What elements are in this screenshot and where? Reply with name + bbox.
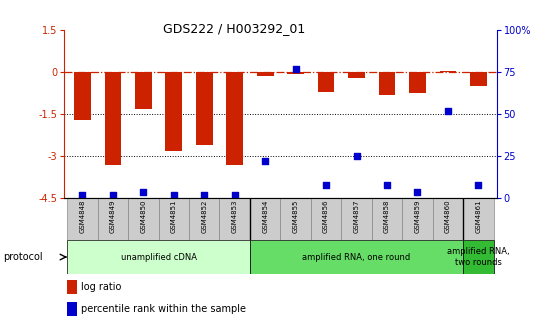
Text: log ratio: log ratio bbox=[81, 282, 121, 292]
Text: GSM4852: GSM4852 bbox=[201, 200, 207, 233]
Point bbox=[444, 108, 453, 114]
Point bbox=[261, 159, 270, 164]
Bar bbox=[311, 198, 341, 240]
Bar bbox=[227, 72, 243, 165]
Bar bbox=[432, 198, 463, 240]
Text: amplified RNA, one round: amplified RNA, one round bbox=[302, 253, 411, 261]
Text: GSM4848: GSM4848 bbox=[79, 200, 85, 233]
Bar bbox=[104, 72, 121, 165]
Text: percentile rank within the sample: percentile rank within the sample bbox=[81, 304, 246, 314]
Text: GSM4858: GSM4858 bbox=[384, 200, 390, 233]
Text: GSM4856: GSM4856 bbox=[323, 200, 329, 233]
Text: GSM4849: GSM4849 bbox=[110, 200, 116, 233]
Text: unamplified cDNA: unamplified cDNA bbox=[121, 253, 196, 261]
Text: GSM4859: GSM4859 bbox=[415, 200, 420, 233]
Point bbox=[474, 182, 483, 187]
Point bbox=[321, 182, 330, 187]
Text: GSM4851: GSM4851 bbox=[171, 200, 177, 233]
Text: GSM4850: GSM4850 bbox=[141, 200, 146, 233]
Point bbox=[78, 192, 87, 198]
Bar bbox=[372, 198, 402, 240]
Bar bbox=[470, 72, 487, 86]
Bar bbox=[98, 198, 128, 240]
Bar bbox=[219, 198, 250, 240]
Point bbox=[383, 182, 392, 187]
Bar bbox=[440, 71, 456, 72]
Point bbox=[169, 192, 178, 198]
Text: GSM4853: GSM4853 bbox=[232, 200, 238, 233]
Bar bbox=[67, 240, 250, 274]
Text: GSM4855: GSM4855 bbox=[292, 200, 299, 233]
Bar bbox=[196, 72, 213, 145]
Point bbox=[291, 66, 300, 72]
Bar bbox=[318, 72, 334, 92]
Bar bbox=[287, 72, 304, 74]
Point bbox=[200, 192, 209, 198]
Bar bbox=[165, 72, 182, 151]
Bar bbox=[280, 198, 311, 240]
Bar bbox=[341, 198, 372, 240]
Text: GSM4854: GSM4854 bbox=[262, 200, 268, 233]
Text: GSM4857: GSM4857 bbox=[354, 200, 359, 233]
Point bbox=[230, 192, 239, 198]
Bar bbox=[250, 240, 463, 274]
Point bbox=[108, 192, 117, 198]
Bar bbox=[463, 198, 494, 240]
Point bbox=[352, 154, 361, 159]
Bar bbox=[135, 72, 152, 109]
Bar bbox=[348, 72, 365, 78]
Point bbox=[139, 189, 148, 194]
Bar bbox=[158, 198, 189, 240]
Bar bbox=[379, 72, 396, 95]
Bar bbox=[128, 198, 158, 240]
Point bbox=[413, 189, 422, 194]
Bar bbox=[402, 198, 432, 240]
Bar bbox=[409, 72, 426, 93]
Text: GSM4860: GSM4860 bbox=[445, 200, 451, 233]
Text: GDS222 / H003292_01: GDS222 / H003292_01 bbox=[163, 22, 305, 35]
Bar bbox=[189, 198, 219, 240]
Text: protocol: protocol bbox=[3, 252, 42, 262]
Bar bbox=[67, 198, 98, 240]
Text: GSM4861: GSM4861 bbox=[475, 200, 482, 233]
Bar bbox=[74, 72, 91, 120]
Text: amplified RNA,
two rounds: amplified RNA, two rounds bbox=[447, 247, 509, 267]
Bar bbox=[463, 240, 494, 274]
Bar bbox=[257, 72, 273, 77]
Bar bbox=[250, 198, 281, 240]
